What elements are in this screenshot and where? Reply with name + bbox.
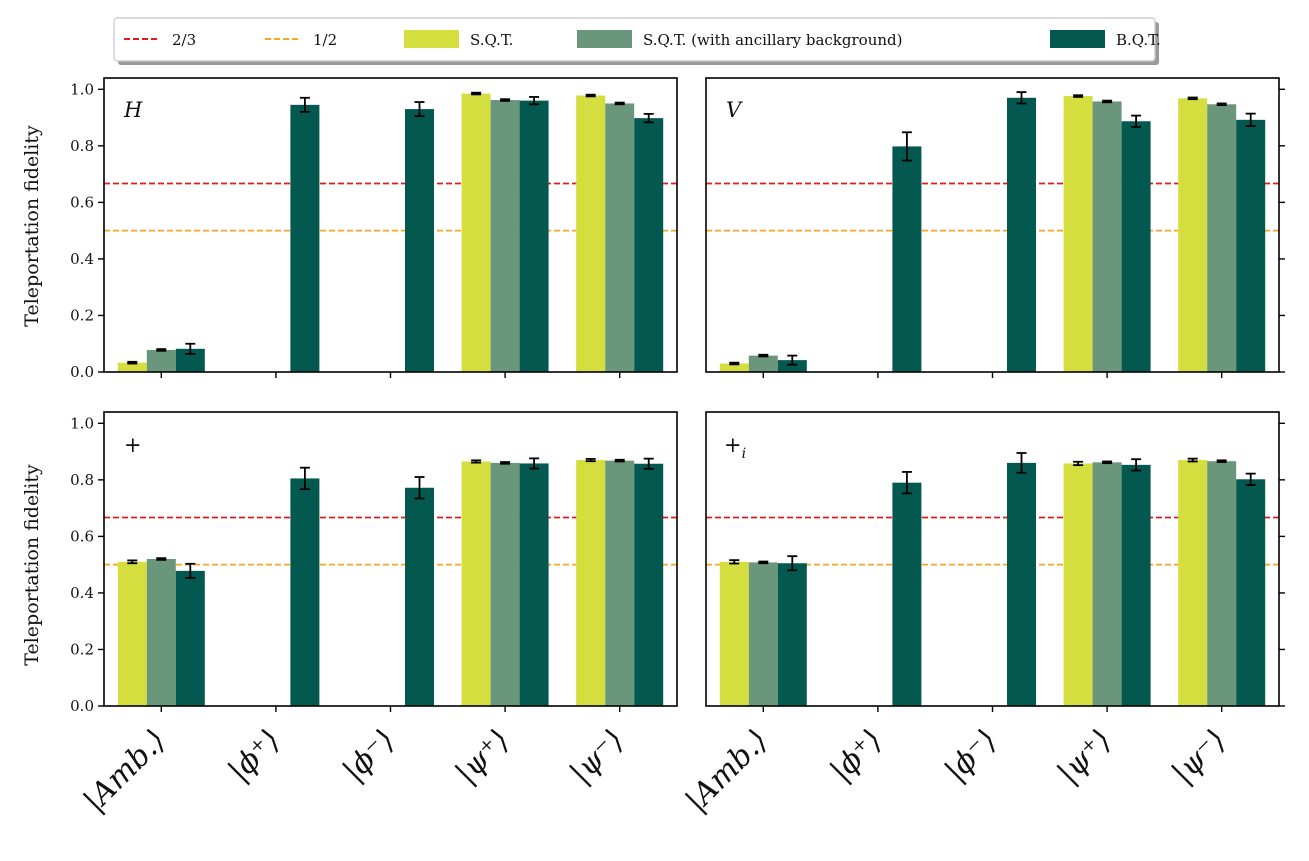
bar-bqt-3 bbox=[1121, 464, 1151, 706]
panel-label-plus-i-main: + bbox=[724, 433, 742, 457]
bar-bqt-0 bbox=[175, 570, 205, 706]
bar-bqt-3 bbox=[519, 100, 549, 372]
bar-sqt-ancillary-0 bbox=[748, 562, 778, 706]
y-tick-label-2: 0.4 bbox=[70, 250, 94, 268]
panel-v bbox=[705, 77, 1285, 378]
panel-label-plus-i: +i bbox=[724, 433, 746, 462]
legend-label-one-half: 1/2 bbox=[313, 31, 337, 49]
bar-sqt-0 bbox=[117, 362, 147, 372]
bar-bqt-2 bbox=[1007, 97, 1036, 373]
y-tick-label-4: 0.8 bbox=[70, 471, 94, 489]
x-tick-label-4: |ψ⁻⟩ bbox=[563, 723, 631, 791]
bar-bqt-2 bbox=[405, 109, 434, 372]
x-tick-label-3: |ψ⁺⟩ bbox=[1051, 723, 1119, 791]
bar-sqt-ancillary-4 bbox=[1207, 104, 1237, 373]
bar-bqt-1 bbox=[290, 104, 320, 372]
y-axis-label-bottom: Teleportation fidelity bbox=[21, 464, 43, 666]
bar-bqt-3 bbox=[519, 463, 549, 706]
y-tick-label-4: 0.8 bbox=[70, 137, 94, 155]
y-tick-label-0: 0.0 bbox=[70, 363, 94, 381]
bar-bqt-3 bbox=[1121, 121, 1151, 372]
legend: 2/3 1/2 S.Q.T. S.Q.T. (with ancillary ba… bbox=[113, 17, 1161, 65]
panel-plus-i bbox=[705, 411, 1285, 712]
bar-bqt-4 bbox=[634, 118, 664, 373]
bar-sqt-ancillary-0 bbox=[146, 559, 176, 706]
bar-bqt-4 bbox=[634, 463, 664, 706]
bar-bqt-0 bbox=[777, 563, 807, 706]
bar-sqt-3 bbox=[461, 461, 491, 706]
y-tick-label-3: 0.6 bbox=[70, 193, 94, 211]
legend-label-sqt: S.Q.T. bbox=[470, 31, 513, 49]
bar-sqt-ancillary-3 bbox=[490, 462, 520, 706]
legend-label-sqt-ancillary: S.Q.T. (with ancillary background) bbox=[643, 31, 902, 49]
bar-sqt-ancillary-3 bbox=[1092, 462, 1122, 706]
bar-sqt-ancillary-4 bbox=[605, 460, 635, 706]
x-tick-labels-right: |Amb.⟩ |ϕ⁺⟩ |ϕ⁻⟩ |ψ⁺⟩ |ψ⁻⟩ bbox=[679, 723, 1233, 819]
bar-bqt-1 bbox=[290, 478, 320, 706]
x-tick-label-4: |ψ⁻⟩ bbox=[1165, 723, 1233, 791]
x-tick-label-2: |ϕ⁻⟩ bbox=[938, 723, 1004, 789]
panel-label-plus: + bbox=[124, 433, 142, 457]
bar-sqt-3 bbox=[1063, 463, 1093, 706]
legend-swatch-sqt-ancillary bbox=[577, 30, 632, 48]
legend-box bbox=[113, 17, 1156, 62]
legend-label-bqt: B.Q.T. bbox=[1116, 31, 1161, 49]
bar-bqt-0 bbox=[777, 360, 807, 372]
x-tick-label-1: |ϕ⁺⟩ bbox=[824, 723, 890, 789]
bar-sqt-4 bbox=[1178, 98, 1208, 372]
x-tick-label-2: |ϕ⁻⟩ bbox=[336, 723, 402, 789]
legend-swatch-sqt bbox=[404, 30, 459, 48]
bar-bqt-2 bbox=[405, 487, 434, 706]
x-tick-label-0: |Amb.⟩ bbox=[77, 723, 173, 819]
bar-sqt-ancillary-3 bbox=[1092, 101, 1122, 372]
bar-sqt-3 bbox=[461, 93, 491, 372]
bar-sqt-0 bbox=[719, 363, 749, 372]
y-tick-label-5: 1.0 bbox=[70, 414, 94, 432]
panel-h: 0.0 0.2 0.4 0.6 0.8 1.0 bbox=[70, 77, 678, 381]
bar-sqt-4 bbox=[1178, 460, 1208, 706]
bar-sqt-ancillary-0 bbox=[146, 349, 176, 372]
bar-bqt-4 bbox=[1236, 479, 1266, 706]
panel-label-plus-i-sub: i bbox=[742, 446, 746, 462]
bar-bqt-0 bbox=[175, 348, 205, 372]
bar-sqt-ancillary-4 bbox=[605, 103, 635, 372]
x-tick-label-1: |ϕ⁺⟩ bbox=[222, 723, 288, 789]
y-tick-label-1: 0.2 bbox=[70, 640, 94, 658]
y-tick-label-0: 0.0 bbox=[70, 697, 94, 715]
x-tick-label-0: |Amb.⟩ bbox=[679, 723, 775, 819]
panel-label-v: V bbox=[726, 98, 743, 122]
bar-sqt-ancillary-0 bbox=[748, 355, 778, 372]
panel-label-h: H bbox=[123, 98, 143, 122]
bar-bqt-1 bbox=[892, 482, 922, 706]
y-tick-label-5: 1.0 bbox=[70, 80, 94, 98]
y-tick-label-3: 0.6 bbox=[70, 527, 94, 545]
bar-sqt-4 bbox=[576, 460, 606, 706]
bar-sqt-3 bbox=[1063, 96, 1093, 372]
legend-label-two-thirds: 2/3 bbox=[172, 31, 196, 49]
x-tick-labels-left: |Amb.⟩ |ϕ⁺⟩ |ϕ⁻⟩ |ψ⁺⟩ |ψ⁻⟩ bbox=[77, 723, 631, 819]
y-axis-label-top: Teleportation fidelity bbox=[21, 125, 43, 327]
y-tick-label-2: 0.4 bbox=[70, 584, 94, 602]
bar-sqt-ancillary-4 bbox=[1207, 461, 1237, 706]
bar-sqt-0 bbox=[117, 561, 147, 706]
legend-swatch-bqt bbox=[1050, 30, 1105, 48]
y-tick-label-1: 0.2 bbox=[70, 306, 94, 324]
panel-plus: 0.0 0.2 0.4 0.6 0.8 1.0 bbox=[70, 411, 678, 715]
bar-bqt-4 bbox=[1236, 119, 1266, 372]
bar-sqt-4 bbox=[576, 95, 606, 373]
x-tick-label-3: |ψ⁺⟩ bbox=[449, 723, 517, 791]
bar-bqt-2 bbox=[1007, 462, 1036, 706]
bar-sqt-ancillary-3 bbox=[490, 100, 520, 373]
bar-sqt-0 bbox=[719, 561, 749, 706]
bar-bqt-1 bbox=[892, 146, 922, 372]
